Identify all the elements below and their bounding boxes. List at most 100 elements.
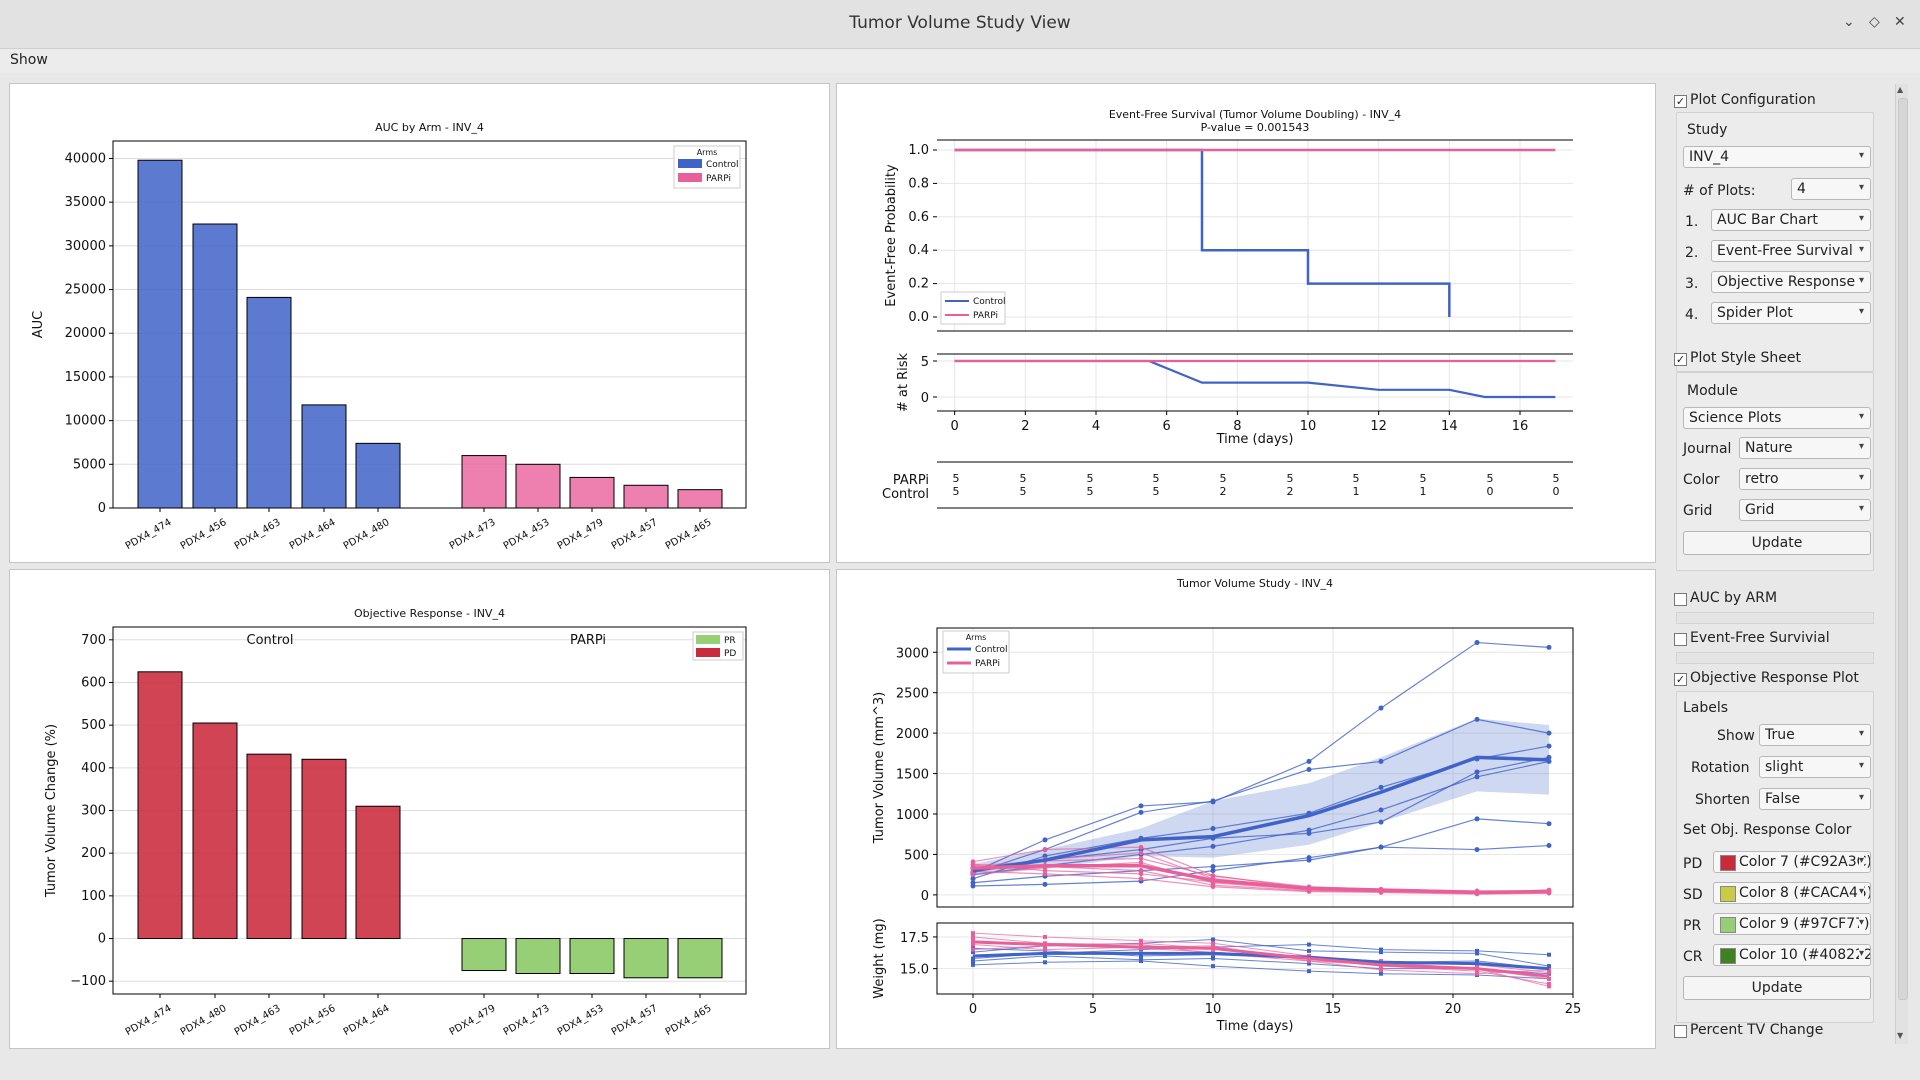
sp-control-point <box>1378 758 1384 764</box>
or-bar-pd <box>301 758 347 940</box>
sd-label: SD <box>1683 887 1703 903</box>
sd-swatch <box>1720 886 1736 902</box>
sp-xtick-label: 0 <box>969 1002 977 1017</box>
cr-swatch <box>1720 948 1736 964</box>
sp-control-point <box>1210 798 1216 804</box>
efs-xtick-label: 14 <box>1441 419 1458 434</box>
obj-resp-checkbox[interactable]: ✓ <box>1674 673 1687 686</box>
pd-color-select[interactable]: Color 7 (#C92A3C) ▾ <box>1713 851 1871 873</box>
chevron-down-icon[interactable]: ⌄ <box>1843 14 1855 30</box>
rotation-select[interactable]: slight ▾ <box>1759 756 1871 778</box>
efs-table-cell: 5 <box>953 485 960 498</box>
percent-tv-checkbox[interactable] <box>1674 1025 1687 1038</box>
auc-legend-swatch-control <box>678 159 702 168</box>
efs-table-cell: 5 <box>1420 472 1427 485</box>
scroll-down-icon[interactable]: ▼ <box>1897 1031 1904 1040</box>
sidebar-scrollbar[interactable]: ▲ ▼ <box>1895 84 1908 1044</box>
sp-control-point <box>1474 847 1480 853</box>
or-xtick-label: PDX4_465 <box>664 1003 714 1038</box>
sp-weight-parpi-point <box>1475 969 1479 974</box>
sp-parpi-line <box>972 870 1550 895</box>
or-ytick-label: 0 <box>98 932 106 947</box>
plot2-select[interactable]: Event-Free Survival ▾ <box>1711 240 1871 262</box>
sp-control-point <box>1210 868 1216 874</box>
plot3-num: 3. <box>1685 276 1699 292</box>
color-select[interactable]: retro ▾ <box>1739 468 1871 490</box>
efs-risk-line-control <box>954 359 1556 399</box>
cr-color-select[interactable]: Color 10 (#408222) ▾ <box>1713 944 1871 966</box>
or-bar-pd <box>137 671 183 940</box>
module-select[interactable]: Science Plots ▾ <box>1683 407 1871 429</box>
plot-config-group: Study INV_4 ▾ # of Plots: 4 ▾ 1. AUC Bar C… <box>1676 112 1874 372</box>
chevron-down-icon: ▾ <box>1858 855 1864 866</box>
close-icon[interactable]: ✕ <box>1894 14 1906 30</box>
sp-control-point <box>970 876 976 882</box>
sp-xtick-label: 20 <box>1445 1002 1462 1017</box>
sp-weight-control-point <box>1043 960 1047 965</box>
or-legend-swatch-pr <box>696 635 720 644</box>
window-title: Tumor Volume Study View <box>849 13 1071 33</box>
study-select[interactable]: INV_4 ▾ <box>1683 146 1871 168</box>
sp-weight-control-point <box>1475 959 1479 964</box>
auc-bar-control <box>355 442 401 509</box>
plot3-select[interactable]: Objective Response ▾ <box>1711 271 1871 293</box>
journal-select[interactable]: Nature ▾ <box>1739 437 1871 459</box>
or-bar-pr <box>569 938 615 975</box>
auc-ylabel: AUC <box>31 311 46 339</box>
sp-weight-parpi-point <box>971 934 975 939</box>
auc-bar-parpi <box>515 463 561 509</box>
sp-parpi-point <box>1138 871 1144 877</box>
or-xtick-label: PDX4_480 <box>179 1003 229 1038</box>
grid-select[interactable]: Grid ▾ <box>1739 499 1871 521</box>
auc-by-arm-checkbox[interactable] <box>1674 593 1687 606</box>
efs-table-cell: 2 <box>1220 485 1227 498</box>
sp-legend-control: Control <box>975 645 1008 655</box>
chevron-down-icon: ▾ <box>1858 275 1864 286</box>
sp-weight-parpi-mean <box>972 940 1550 978</box>
efs-checkbox[interactable] <box>1674 633 1687 646</box>
sd-color-select[interactable]: Color 8 (#CACA45) ▾ <box>1713 882 1871 904</box>
efs-title: Event-Free Survival (Tumor Volume Doubli… <box>1109 108 1401 121</box>
sp-weight-parpi-point <box>971 931 975 936</box>
sp-parpi-point <box>1210 884 1216 890</box>
scroll-up-icon[interactable]: ▲ <box>1897 85 1904 94</box>
menu-show[interactable]: Show <box>10 52 48 68</box>
plot4-select[interactable]: Spider Plot ▾ <box>1711 302 1871 324</box>
show-select[interactable]: True ▾ <box>1759 724 1871 746</box>
efs-ytick-label: 0.2 <box>908 277 929 292</box>
efs-ytick-label: 1.0 <box>908 143 929 158</box>
plot1-select[interactable]: AUC Bar Chart ▾ <box>1711 209 1871 231</box>
sp-weight-control-point <box>1547 952 1551 957</box>
shorten-select[interactable]: False ▾ <box>1759 788 1871 810</box>
or-ytick-label: 700 <box>81 633 106 648</box>
efs-ytick-label: 0.4 <box>908 243 929 258</box>
update-style-button[interactable]: Update <box>1683 531 1871 555</box>
scroll-thumb[interactable] <box>1898 98 1908 1000</box>
shorten-label: Shorten <box>1695 792 1751 808</box>
pr-color-select[interactable]: Color 9 (#97CF77) ▾ <box>1713 913 1871 935</box>
sp-ytick-label: 0 <box>921 889 929 904</box>
sp-control-point <box>1546 821 1552 827</box>
nplots-select[interactable]: 4 ▾ <box>1791 178 1871 200</box>
pr-swatch <box>1720 917 1736 933</box>
sp-parpi-point <box>1042 847 1048 852</box>
sp-control-line <box>972 641 1550 873</box>
sp-control-mean <box>972 755 1550 873</box>
show-label: Show <box>1717 728 1755 744</box>
plot1-num: 1. <box>1685 214 1699 230</box>
chevron-down-icon: ▾ <box>1858 150 1864 161</box>
sp-control-point <box>1306 830 1312 836</box>
diamond-icon[interactable]: ◇ <box>1869 14 1880 30</box>
sp-ytick-label: 2500 <box>896 687 929 702</box>
efs-xtick-label: 4 <box>1092 419 1100 434</box>
update-color-button[interactable]: Update <box>1683 976 1871 1000</box>
sp-control-band <box>973 718 1549 876</box>
or-group-control: Control <box>247 633 294 648</box>
or-bar-pr <box>677 938 723 979</box>
style-sheet-checkbox[interactable]: ✓ <box>1674 353 1687 366</box>
style-sheet-label: Plot Style Sheet <box>1690 350 1801 366</box>
sp-control-point <box>1210 826 1216 832</box>
plot-config-checkbox[interactable]: ✓ <box>1674 95 1687 108</box>
or-bar-pd <box>355 805 401 940</box>
sp-xtick-label: 15 <box>1325 1002 1342 1017</box>
